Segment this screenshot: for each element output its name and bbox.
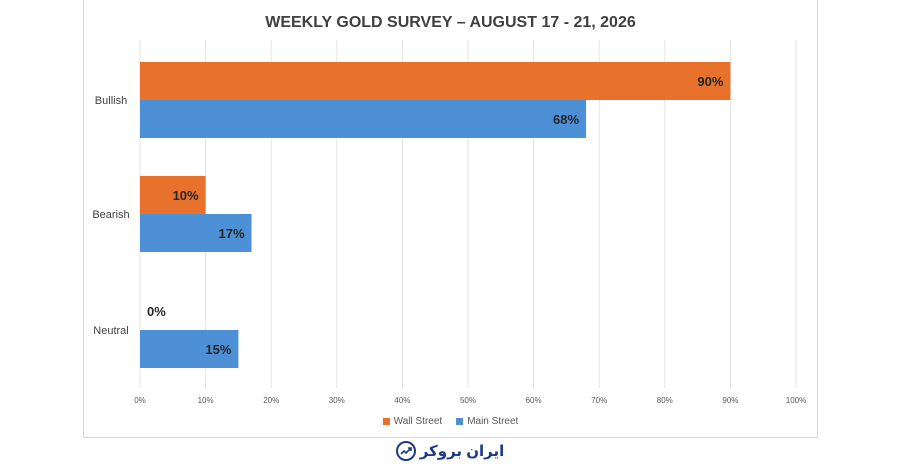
legend-label-wall-street: Wall Street — [393, 416, 443, 427]
data-label: 15% — [205, 342, 231, 357]
x-tick-label: 50% — [460, 396, 476, 405]
x-tick-label: 0% — [134, 396, 146, 405]
x-tick-label: 10% — [198, 396, 214, 405]
data-label: 90% — [697, 74, 723, 89]
watermark: ایران بروکر — [390, 438, 510, 464]
data-label: 68% — [553, 112, 579, 127]
x-tick-label: 20% — [263, 396, 279, 405]
bar — [140, 100, 587, 138]
bar — [140, 62, 731, 100]
bar — [140, 214, 252, 252]
legend-swatch-wall-street — [382, 418, 390, 425]
bar — [140, 176, 206, 214]
legend-swatch-main-street — [456, 418, 464, 425]
chart-trend-icon — [395, 441, 416, 461]
x-tick-label: 100% — [786, 396, 806, 405]
category-label: Bearish — [92, 209, 129, 221]
x-tick-label: 90% — [722, 396, 738, 405]
legend-label-main-street: Main Street — [467, 416, 519, 427]
data-label: 10% — [173, 188, 199, 203]
x-tick-label: 30% — [329, 396, 345, 405]
legend-item-wall-street: Wall Street — [382, 416, 443, 427]
watermark-text: ایران بروکر — [419, 443, 505, 460]
category-label: Neutral — [93, 325, 128, 337]
bar — [140, 330, 239, 368]
legend-item-main-street: Main Street — [456, 416, 518, 427]
x-tick-label: 70% — [591, 396, 607, 405]
category-label: Bullish — [95, 95, 127, 107]
data-label: 0% — [147, 304, 166, 319]
x-tick-label: 80% — [657, 396, 673, 405]
legend: Wall Street Main Street — [84, 416, 817, 427]
chart-title: WEEKLY GOLD SURVEY – AUGUST 17 - 21, 202… — [265, 14, 636, 31]
bar-chart: 0% 10% 20% 30% 40% 50% 60% 70% 80% 90% 100% Bullish… — [92, 40, 806, 405]
data-label: 17% — [218, 226, 244, 241]
x-tick-label: 60% — [526, 396, 542, 405]
chart-panel: WEEKLY GOLD SURVEY – AUGUST 17 - 21, 202… — [83, 0, 818, 438]
x-tick-label: 40% — [394, 396, 410, 405]
